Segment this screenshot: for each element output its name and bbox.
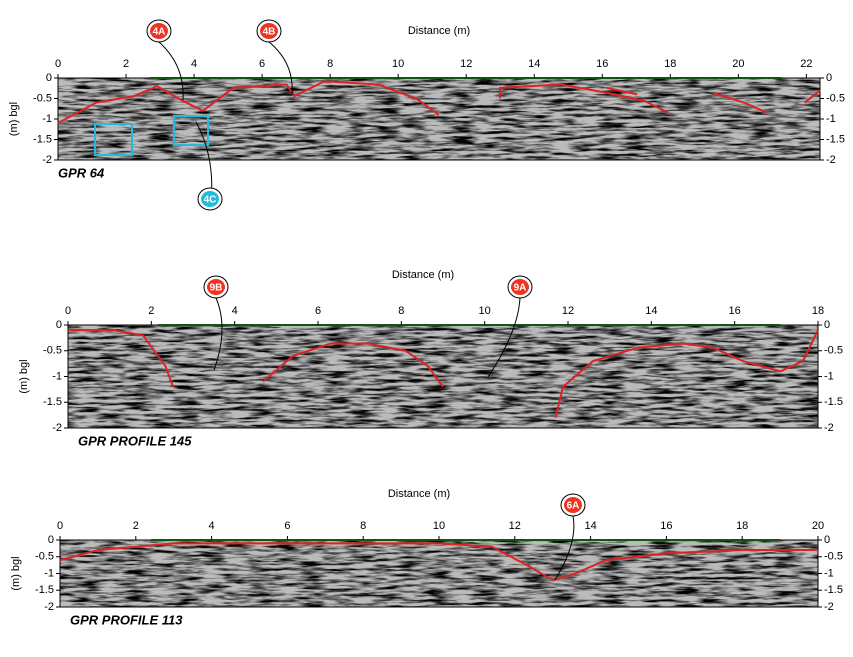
- x-tick-label: 2: [148, 305, 154, 317]
- y-axis-label: (m) bgl: [18, 359, 30, 393]
- x-tick-label: 10: [433, 520, 445, 532]
- y-tick-label-right: -1.5: [826, 133, 845, 145]
- y-tick-label-right: -0.5: [824, 345, 843, 357]
- y-tick-label-right: -2: [824, 422, 834, 434]
- x-tick-label: 0: [55, 58, 61, 70]
- y-tick-label-right: 0: [824, 319, 830, 331]
- x-tick-label: 4: [209, 520, 215, 532]
- y-tick-label: -1: [42, 113, 52, 125]
- y-tick-label-right: -1: [826, 113, 836, 125]
- y-tick-label: 0: [48, 534, 54, 546]
- x-axis-label: Distance (m): [408, 25, 470, 37]
- y-tick-label-right: -0.5: [826, 92, 845, 104]
- y-tick-label: 0: [56, 319, 62, 331]
- y-tick-label: -2: [42, 154, 52, 166]
- y-tick-label-right: -2: [824, 601, 834, 613]
- y-tick-label-right: -1: [824, 567, 834, 579]
- x-tick-label: 6: [284, 520, 290, 532]
- x-tick-label: 6: [259, 58, 265, 70]
- y-tick-label-right: -1.5: [824, 396, 843, 408]
- profile-name: GPR 64: [58, 165, 105, 180]
- x-tick-label: 18: [736, 520, 748, 532]
- x-tick-label: 12: [460, 58, 472, 70]
- y-axis-label: (m) bgl: [10, 556, 22, 590]
- x-tick-label: 14: [645, 305, 657, 317]
- profile-name: GPR PROFILE 145: [78, 433, 192, 448]
- radargram: [68, 325, 818, 428]
- x-tick-label: 20: [812, 520, 824, 532]
- y-tick-label: -1.5: [33, 133, 52, 145]
- y-tick-label: -0.5: [43, 345, 62, 357]
- y-tick-label: -1.5: [35, 584, 54, 596]
- x-tick-label: 12: [562, 305, 574, 317]
- profile-name: GPR PROFILE 113: [70, 612, 183, 627]
- y-tick-label: -1: [44, 567, 54, 579]
- y-tick-label-right: 0: [826, 72, 832, 84]
- x-tick-label: 10: [479, 305, 491, 317]
- x-axis-label: Distance (m): [388, 488, 450, 500]
- x-tick-label: 18: [664, 58, 676, 70]
- y-tick-label: -1: [52, 370, 62, 382]
- x-tick-label: 10: [392, 58, 404, 70]
- y-axis-label: (m) bgl: [8, 102, 20, 136]
- y-tick-label: -2: [52, 422, 62, 434]
- y-tick-label: -0.5: [33, 92, 52, 104]
- callout-label: 4C: [204, 195, 217, 206]
- x-tick-label: 4: [232, 305, 238, 317]
- y-tick-label-right: -1.5: [824, 584, 843, 596]
- radargram: [58, 78, 820, 160]
- y-tick-label: -0.5: [35, 551, 54, 563]
- x-tick-label: 14: [528, 58, 540, 70]
- x-tick-label: 2: [123, 58, 129, 70]
- x-tick-label: 16: [729, 305, 741, 317]
- x-tick-label: 2: [133, 520, 139, 532]
- x-tick-label: 8: [327, 58, 333, 70]
- x-tick-label: 8: [398, 305, 404, 317]
- x-tick-label: 0: [57, 520, 63, 532]
- x-tick-label: 18: [812, 305, 824, 317]
- x-tick-label: 0: [65, 305, 71, 317]
- x-tick-label: 4: [191, 58, 197, 70]
- y-tick-label: -2: [44, 601, 54, 613]
- x-tick-label: 16: [660, 520, 672, 532]
- y-tick-label-right: -0.5: [824, 551, 843, 563]
- callout-label: 9B: [210, 283, 223, 294]
- callout-label: 4A: [153, 27, 166, 38]
- y-tick-label-right: 0: [824, 534, 830, 546]
- x-tick-label: 20: [732, 58, 744, 70]
- figure: 024681012141618202200-0.5-0.5-1-1-1.5-1.…: [0, 0, 853, 657]
- callout-label: 4B: [263, 27, 276, 38]
- y-tick-label-right: -2: [826, 154, 836, 166]
- radargram: [60, 540, 818, 607]
- x-tick-label: 16: [596, 58, 608, 70]
- x-tick-label: 8: [360, 520, 366, 532]
- callout-label: 9A: [514, 283, 527, 294]
- x-tick-label: 6: [315, 305, 321, 317]
- y-tick-label-right: -1: [824, 370, 834, 382]
- x-tick-label: 22: [800, 58, 812, 70]
- callout-label: 6A: [567, 501, 580, 512]
- y-tick-label: 0: [46, 72, 52, 84]
- x-axis-label: Distance (m): [392, 269, 454, 281]
- x-tick-label: 14: [584, 520, 596, 532]
- x-tick-label: 12: [509, 520, 521, 532]
- y-tick-label: -1.5: [43, 396, 62, 408]
